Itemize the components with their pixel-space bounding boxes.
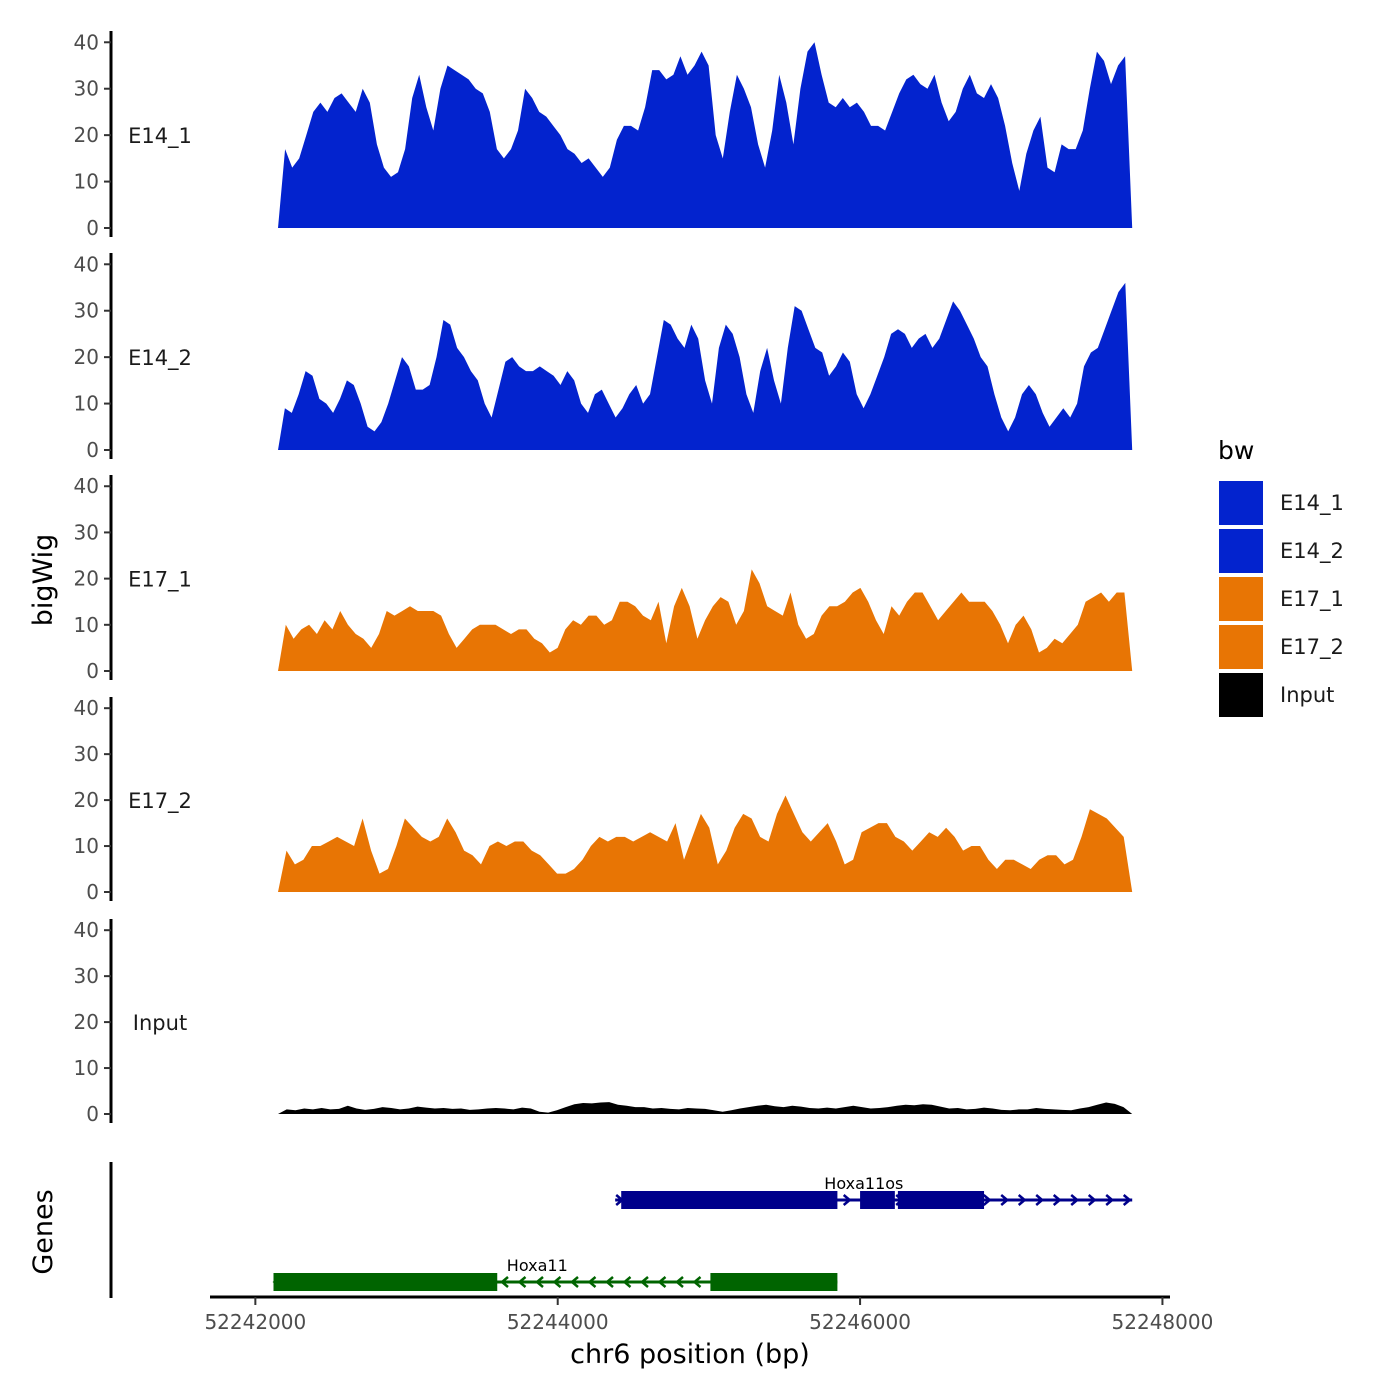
y-tick-label: 20 (74, 788, 99, 812)
y-tick-label: 40 (74, 696, 99, 720)
strand-chevron (1105, 1194, 1115, 1206)
panel-e14-1: 0 10 20 30 40 E14_1 (74, 30, 1133, 240)
y-tick-label: 10 (74, 613, 99, 637)
y-tick-label: 40 (74, 252, 99, 276)
y-tick-label: 30 (74, 520, 99, 544)
gene-name-label: Hoxa11 (507, 1256, 568, 1275)
y-tick-label: 40 (74, 918, 99, 942)
coverage-panels: 0 10 20 30 40 E14_1 0 10 20 30 40 E14_2 0 10 20 30 40 E17… (74, 30, 1133, 1126)
legend-key-e17-1 (1217, 575, 1265, 623)
legend-label: E14_2 (1280, 539, 1344, 564)
x-tick-label: 52246000 (809, 1310, 911, 1334)
panel-input: 0 10 20 30 40 Input (74, 918, 1133, 1126)
gene-track-panel: Hoxa11os Hoxa11 (109, 1162, 1133, 1298)
y-tick-label: 0 (86, 659, 99, 683)
strand-chevron (1122, 1194, 1132, 1206)
legend-label: E17_2 (1280, 635, 1344, 660)
panel-e17-1: 0 10 20 30 40 E17_1 (74, 474, 1133, 683)
panel-e17-2: 0 10 20 30 40 E17_2 (74, 696, 1133, 904)
strand-chevron (1052, 1194, 1062, 1206)
strand-chevron (570, 1276, 579, 1288)
strand-chevron (517, 1276, 527, 1288)
x-axis-title: chr6 position (bp) (570, 1339, 810, 1370)
facet-label: Input (133, 1011, 187, 1035)
facet-label: E17_1 (128, 568, 192, 593)
strand-chevron (982, 1194, 992, 1206)
y-tick-label: 40 (74, 30, 99, 54)
coverage-area (278, 42, 1133, 228)
strand-chevron (675, 1276, 684, 1288)
coverage-area (278, 1102, 1133, 1114)
legend: bw E14_1 E14_2 E17_1 E17_2 Input (1217, 436, 1344, 719)
x-tick-label: 52242000 (204, 1310, 306, 1334)
strand-chevron (605, 1276, 614, 1288)
legend-key-input (1217, 671, 1265, 719)
y-tick-label: 0 (86, 438, 99, 462)
gene-exon (273, 1273, 498, 1291)
strand-chevron (1017, 1194, 1027, 1206)
legend-label: Input (1280, 683, 1334, 707)
legend-title: bw (1218, 436, 1254, 465)
strand-chevron (552, 1276, 562, 1288)
legend-key-e14-2 (1217, 527, 1265, 575)
strand-chevron (640, 1276, 649, 1288)
y-tick-label: 10 (74, 834, 99, 858)
strand-chevron (692, 1276, 702, 1288)
legend-key-e14-1 (1217, 479, 1265, 527)
legend-label: E17_1 (1280, 587, 1344, 612)
strand-chevron (657, 1276, 667, 1288)
y-tick-label: 0 (86, 1102, 99, 1126)
y-tick-label: 20 (74, 345, 99, 369)
y-tick-label: 20 (74, 567, 99, 591)
legend-key-e17-2 (1217, 623, 1265, 671)
strand-chevron (1000, 1194, 1010, 1206)
gene-hoxa11os: Hoxa11os (615, 1174, 1133, 1209)
x-tick-label: 52248000 (1112, 1310, 1214, 1334)
strand-chevron (500, 1276, 509, 1288)
x-axis: 52242000 52244000 52246000 52248000 (204, 1295, 1214, 1334)
facet-label: E17_2 (128, 789, 192, 814)
strand-chevron (622, 1276, 632, 1288)
gene-hoxa11: Hoxa11 (272, 1256, 838, 1291)
gene-exon (710, 1273, 838, 1291)
facet-label: E14_2 (128, 346, 192, 371)
gene-exon (621, 1191, 838, 1209)
coverage-area (278, 569, 1133, 671)
coverage-area (278, 282, 1133, 450)
y-tick-label: 0 (86, 880, 99, 904)
genes-axis-title: Genes (28, 1189, 59, 1274)
strand-chevron (1070, 1194, 1080, 1206)
strand-chevron (842, 1194, 852, 1206)
gene-exon (897, 1191, 985, 1209)
panel-e14-2: 0 10 20 30 40 E14_2 (74, 252, 1133, 462)
y-tick-label: 10 (74, 392, 99, 416)
strand-chevron (587, 1276, 597, 1288)
y-tick-label: 10 (74, 170, 99, 194)
strand-chevron (1035, 1194, 1045, 1206)
gene-name-label: Hoxa11os (824, 1174, 903, 1193)
y-tick-label: 0 (86, 216, 99, 240)
y-tick-label: 40 (74, 474, 99, 498)
y-tick-label: 20 (74, 123, 99, 147)
legend-label: E14_1 (1280, 491, 1344, 516)
gene-exon (860, 1191, 895, 1209)
coverage-area (278, 795, 1133, 892)
y-tick-label: 10 (74, 1056, 99, 1080)
y-tick-label: 30 (74, 964, 99, 988)
y-tick-label: 20 (74, 1010, 99, 1034)
strand-chevron (535, 1276, 544, 1288)
x-tick-label: 52244000 (507, 1310, 609, 1334)
y-tick-label: 30 (74, 742, 99, 766)
y-tick-label: 30 (74, 77, 99, 101)
y-tick-label: 30 (74, 299, 99, 323)
strand-chevron (1087, 1194, 1097, 1206)
y-axis-title: bigWig (28, 534, 59, 627)
facet-label: E14_1 (128, 124, 192, 149)
